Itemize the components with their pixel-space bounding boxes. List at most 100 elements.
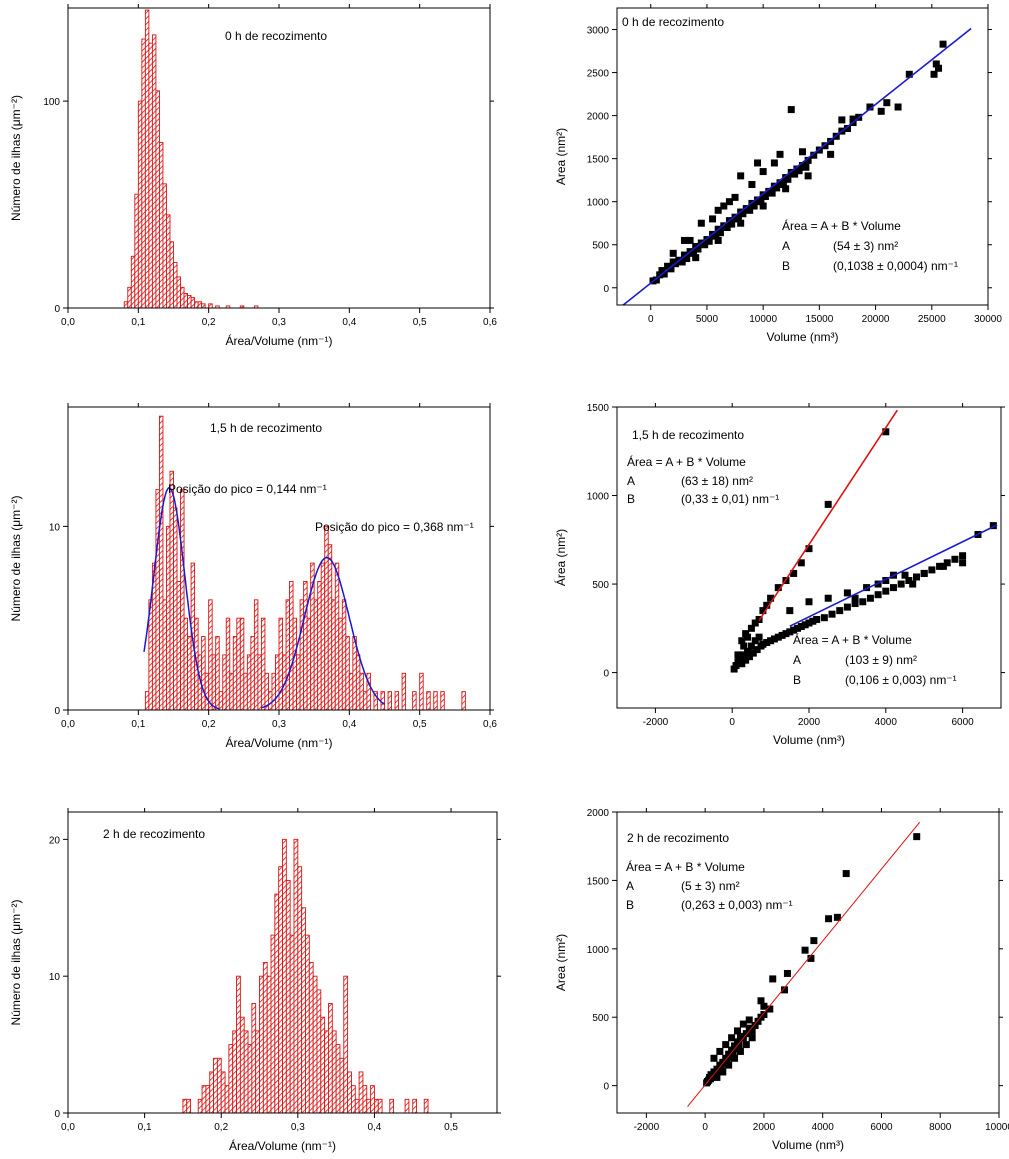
histogram-bar [312, 975, 318, 1114]
data-point [813, 615, 821, 623]
histogram-bar [218, 691, 224, 711]
histogram-bar [301, 907, 306, 1114]
x-axis-label: Volume (nm³) [766, 330, 838, 344]
histogram-bar [229, 672, 234, 711]
data-point [747, 642, 755, 650]
data-point [943, 559, 951, 567]
data-point [842, 870, 850, 878]
scatter-scatter2: -2000 0 2000 4000 6000 8000 10000 0 500 1000 1500 2… [554, 808, 1009, 1152]
data-point [936, 562, 944, 570]
data-point [710, 1054, 718, 1062]
histogram-hist0: 0,0 0,1 0,2 0,3 0,4 0,5 0,6 0 100 Área/Volume (nm… [9, 4, 497, 348]
data-point [883, 99, 891, 107]
data-point [935, 64, 943, 72]
x-tick-label: 0,1 [131, 317, 145, 328]
data-point [735, 1041, 743, 1049]
data-point [746, 206, 754, 214]
histogram-bar [404, 1098, 410, 1114]
data-point [913, 573, 921, 581]
histogram-bar [228, 1044, 234, 1114]
x-tick-label: 8000 [929, 1122, 952, 1133]
y-tick-label: 1500 [587, 155, 610, 166]
data-point [959, 559, 967, 567]
data-point [932, 60, 940, 68]
histogram-bar [303, 581, 308, 711]
histogram-bar [339, 1057, 345, 1114]
histogram-bar [247, 1044, 253, 1114]
data-point [810, 937, 818, 945]
histogram-bar [183, 617, 189, 711]
y-tick-label: 1000 [587, 945, 610, 956]
data-point [719, 1068, 727, 1076]
annotation-text: 0 h de recozimento [225, 29, 327, 43]
data-point [652, 276, 660, 284]
data-point [689, 249, 697, 257]
data-point [751, 619, 759, 627]
data-point [782, 630, 790, 638]
y-tick-label: 0 [603, 1082, 609, 1093]
data-point [797, 559, 805, 567]
x-tick-label: 25000 [918, 314, 946, 325]
y-tick-label: 0 [54, 706, 60, 717]
histogram-bar [285, 879, 291, 1114]
histogram-bar [137, 100, 143, 309]
y-tick-label: 0 [54, 304, 60, 315]
data-point [786, 628, 794, 636]
data-point [797, 623, 805, 631]
histogram-bar [419, 672, 424, 711]
data-point [882, 587, 890, 595]
x-tick-label: 0,5 [413, 719, 427, 730]
histogram-bar [158, 415, 164, 711]
histogram-bar [213, 1057, 218, 1114]
histogram-bar [461, 691, 466, 711]
data-point [748, 180, 756, 188]
data-point [705, 237, 713, 245]
histogram-bar [183, 293, 189, 309]
data-point [759, 168, 767, 176]
x-tick-label: 0,3 [272, 719, 286, 730]
data-point [736, 1047, 744, 1055]
data-point [779, 180, 787, 188]
data-point [959, 552, 967, 560]
y-tick-label: 2000 [587, 112, 610, 123]
data-point [843, 125, 851, 133]
data-point [751, 637, 759, 645]
histogram-bar [239, 1016, 245, 1114]
y-tick-label: 0 [603, 669, 609, 680]
x-tick-label: 0 [729, 717, 735, 728]
data-point [723, 224, 731, 232]
histogram-bar [246, 654, 252, 711]
histogram-bar [328, 1003, 333, 1114]
data-point [731, 193, 739, 201]
histogram-bar [316, 989, 322, 1114]
x-tick-label: 0,4 [342, 719, 356, 730]
x-axis-label: Volume (nm³) [772, 1138, 844, 1152]
histogram-bar [389, 1098, 395, 1114]
gaussian-fit-curve [261, 556, 385, 709]
histogram-bar [305, 934, 310, 1114]
histogram-bar [194, 301, 199, 309]
histogram-bar [274, 893, 280, 1114]
histogram-bar [173, 262, 178, 309]
data-point [701, 241, 709, 249]
data-point [928, 566, 936, 574]
data-point [805, 545, 813, 553]
data-point [716, 1047, 724, 1055]
y-tick-label: 0 [603, 284, 609, 295]
data-point [732, 662, 740, 670]
histogram-bar [222, 654, 227, 711]
y-axis-label: Número de ilhas (μm⁻²) [9, 496, 23, 622]
histogram-bar [224, 1085, 230, 1114]
y-tick-label: 2000 [587, 808, 610, 819]
data-point [877, 107, 885, 115]
data-point [729, 1049, 737, 1057]
data-point [784, 175, 792, 183]
data-point [714, 236, 722, 244]
data-point [732, 1045, 740, 1053]
histogram-bar [155, 489, 160, 711]
data-point [773, 184, 781, 192]
data-point [726, 1053, 734, 1061]
annotation-text: Área = A + B * Volume [782, 218, 901, 233]
data-point [807, 954, 815, 962]
annotation-text: (0,33 ± 0,01) nm⁻¹ [681, 492, 779, 506]
